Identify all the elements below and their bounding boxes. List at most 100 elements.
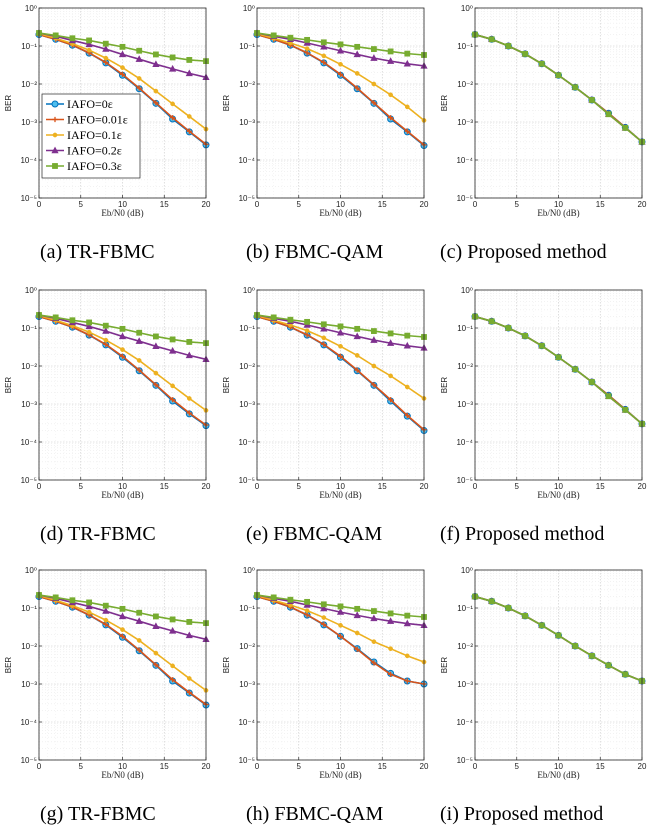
y-axis-label: BER: [222, 377, 231, 394]
data-point: [119, 605, 126, 612]
data-point: [388, 115, 394, 121]
data-point: [354, 325, 361, 332]
x-axis-label: Eb/N0 (dB): [537, 770, 579, 780]
data-point: [404, 412, 410, 419]
data-point: [353, 611, 361, 619]
data-point: [320, 39, 327, 46]
data-point: [287, 596, 294, 603]
chart-panel-i: 0 5 10 15 20 10⁰ 10⁻¹ 10⁻² 10⁻³ 10⁻⁴ 10⁻⁵ Eb/N0 (dB…: [440, 566, 647, 825]
data-point: [69, 317, 76, 324]
chart-panel-e: 0 5 10 15 20 10⁰ 10⁻¹ 10⁻² 10⁻³ 10⁻⁴ 10⁻⁵ Eb/N0 (dB…: [222, 286, 429, 545]
data-point: [371, 81, 377, 87]
data-point: [555, 632, 562, 639]
panel-caption: (c) Proposed method: [440, 241, 607, 263]
data-point: [186, 676, 192, 681]
data-point: [103, 55, 109, 61]
chart-panel-g: 0 5 10 15 20 10⁰ 10⁻¹ 10⁻² 10⁻³ 10⁻⁴ 10⁻⁵ Eb/N0 (dB…: [4, 566, 211, 825]
data-point: [119, 633, 126, 639]
series-2: [254, 31, 427, 123]
y-tick-label: 10⁻⁴: [238, 438, 255, 447]
data-point: [102, 40, 109, 47]
legend-label: IAFO=0.1ε: [67, 128, 122, 142]
data-point: [186, 114, 192, 119]
data-point: [136, 609, 143, 616]
x-axis-label: Eb/N0 (dB): [319, 770, 361, 780]
y-tick-label: 10⁻¹: [21, 42, 37, 51]
x-tick-label: 15: [378, 482, 387, 491]
data-point: [153, 333, 159, 340]
data-point: [404, 612, 411, 619]
data-point: [370, 608, 377, 614]
y-tick-label: 10⁻⁵: [239, 194, 255, 203]
y-tick-label: 10⁻¹: [239, 42, 255, 51]
y-tick-label: 10⁻²: [21, 642, 37, 651]
data-point: [152, 342, 160, 349]
data-point: [354, 43, 361, 50]
data-point: [321, 53, 327, 59]
data-point: [304, 328, 310, 334]
x-tick-label: 5: [515, 200, 520, 209]
y-tick-label: 10⁻¹: [21, 324, 37, 333]
y-tick-label: 10⁰: [243, 4, 255, 13]
data-point: [120, 65, 125, 70]
series-4: [36, 30, 209, 65]
x-tick-label: 5: [515, 762, 520, 771]
data-point: [337, 323, 344, 330]
y-tick-label: 10⁻³: [239, 400, 255, 409]
x-tick-label: 15: [160, 200, 169, 209]
data-point: [403, 341, 411, 349]
data-point: [153, 382, 159, 388]
data-point: [153, 51, 159, 58]
x-tick-label: 10: [554, 482, 563, 491]
data-point: [186, 339, 193, 345]
data-point: [387, 330, 394, 337]
data-point: [185, 69, 193, 77]
x-tick-label: 5: [297, 200, 302, 209]
chart-panel-f: 0 5 10 15 20 10⁰ 10⁻¹ 10⁻² 10⁻³ 10⁻⁴ 10⁻⁵ Eb/N0 (dB…: [440, 286, 647, 545]
plot-area: [475, 570, 642, 760]
data-point: [522, 332, 528, 339]
data-point: [354, 646, 360, 652]
data-point: [169, 54, 176, 61]
data-point: [538, 60, 545, 67]
data-point: [505, 605, 512, 611]
data-point: [404, 384, 410, 390]
data-point: [404, 332, 411, 339]
data-point: [403, 59, 411, 67]
data-point: [86, 609, 92, 615]
panel-caption: (f) Proposed method: [440, 523, 604, 545]
data-point: [186, 57, 193, 63]
y-axis-label: BER: [222, 657, 231, 674]
data-point: [136, 76, 142, 81]
data-point: [86, 37, 92, 44]
data-point: [304, 608, 310, 614]
data-point: [386, 339, 395, 346]
data-point: [370, 328, 377, 334]
legend-label: IAFO=0ε: [67, 97, 113, 111]
data-point: [336, 608, 345, 615]
data-point: [386, 617, 395, 624]
data-point: [354, 367, 360, 373]
data-point: [135, 55, 143, 62]
x-tick-label: 15: [596, 762, 605, 771]
series-4: [472, 593, 645, 684]
data-point: [387, 610, 394, 617]
x-axis-label: Eb/N0 (dB): [101, 208, 143, 218]
data-point: [337, 603, 344, 610]
y-tick-label: 10⁻²: [239, 362, 255, 371]
data-point: [102, 602, 109, 609]
data-point: [85, 40, 93, 48]
data-point: [186, 689, 192, 696]
data-point: [605, 393, 612, 400]
x-tick-label: 0: [255, 200, 260, 209]
chart-panel-c: 0 5 10 15 20 10⁰ 10⁻¹ 10⁻² 10⁻³ 10⁻⁴ 10⁻⁵ Eb/N0 (dB…: [440, 4, 647, 263]
data-point: [86, 329, 92, 335]
x-tick-label: 10: [118, 762, 127, 771]
plot-area: [257, 8, 424, 198]
data-point: [304, 612, 310, 618]
data-point: [118, 612, 127, 620]
data-point: [371, 363, 377, 369]
data-point: [136, 367, 142, 373]
y-tick-label: 10⁰: [243, 566, 255, 575]
x-tick-label: 20: [638, 762, 647, 771]
